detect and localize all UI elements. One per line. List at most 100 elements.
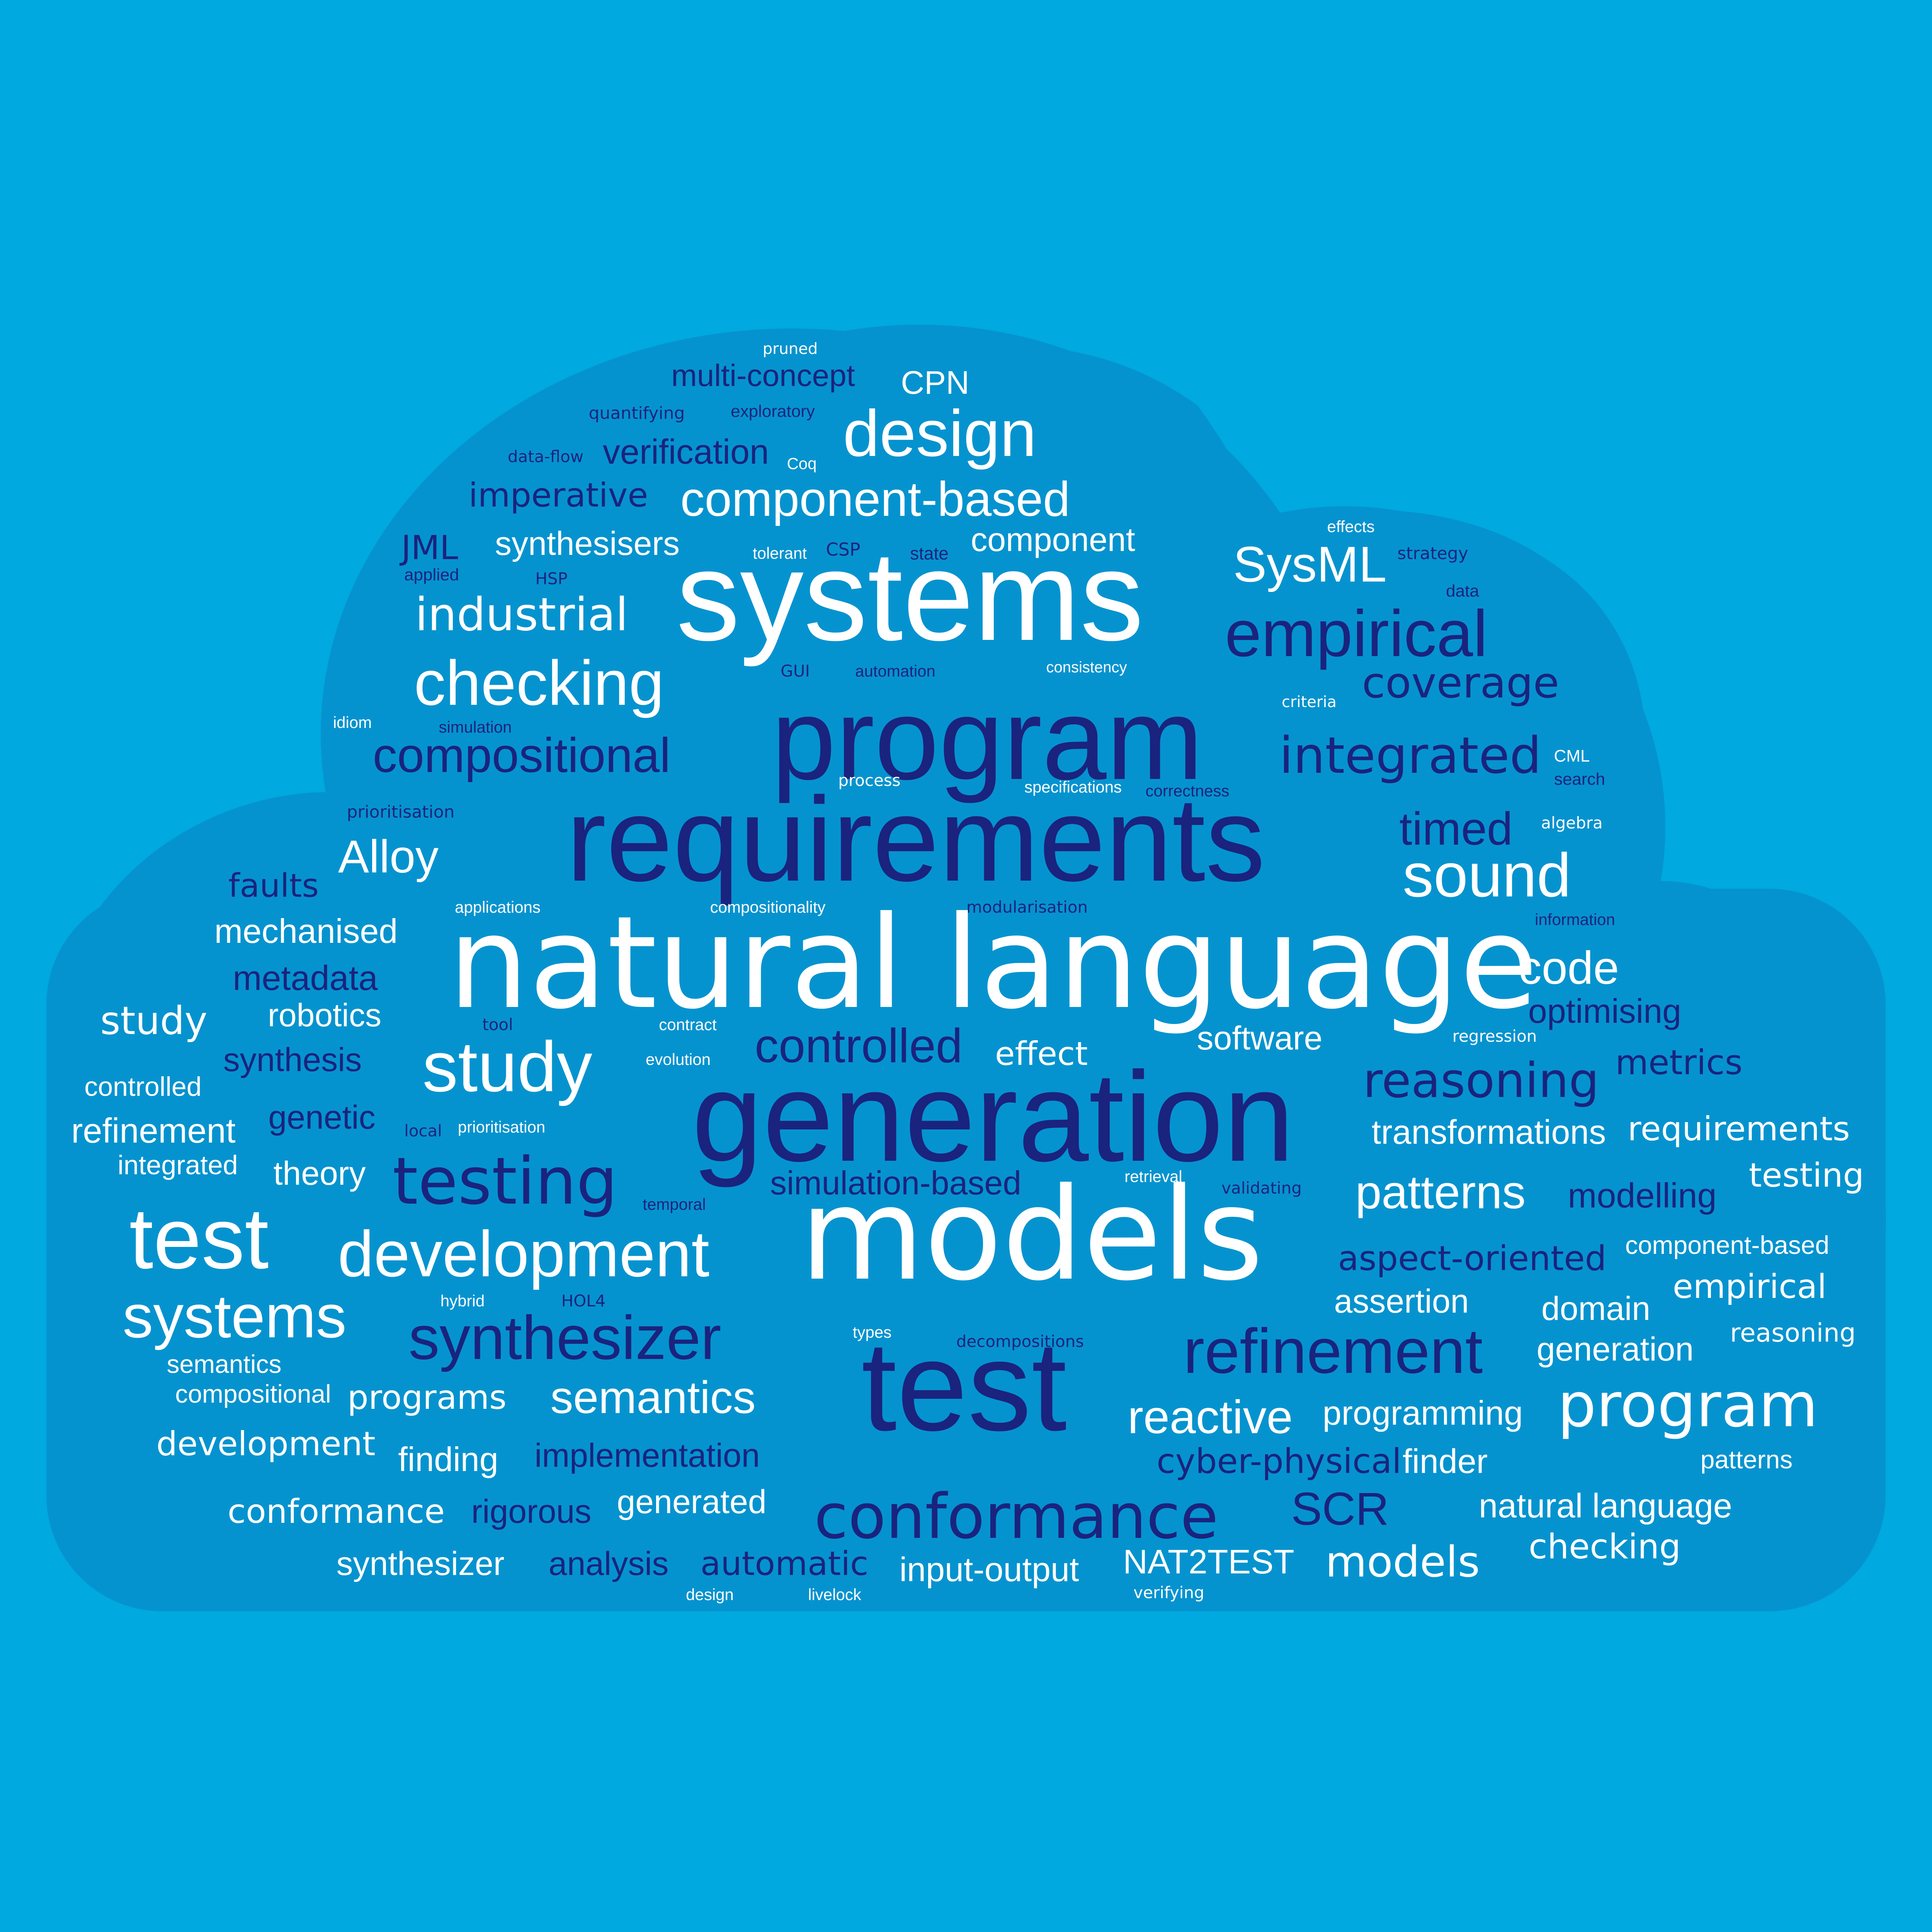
word-evolution: evolution (645, 1050, 711, 1068)
word-optimising: optimising (1528, 992, 1682, 1030)
word-validating: validating (1221, 1179, 1302, 1197)
word-patterns: patterns (1700, 1445, 1793, 1474)
word-test: test (861, 1315, 1067, 1457)
word-cml: CML (1554, 747, 1590, 765)
word-types: types (852, 1323, 892, 1341)
word-refinement: refinement (71, 1112, 236, 1150)
word-pruned: pruned (762, 340, 818, 358)
word-algebra: algebra (1541, 813, 1603, 832)
word-gui: GUI (781, 662, 810, 680)
word-csp: CSP (826, 539, 861, 560)
word-sound: sound (1403, 840, 1571, 910)
word-finder: finder (1402, 1442, 1488, 1480)
word-generated: generated (617, 1483, 767, 1520)
word-livelock: livelock (808, 1585, 861, 1604)
word-program: program (771, 674, 1203, 804)
word-programming: programming (1322, 1394, 1523, 1432)
word-jml: JML (401, 529, 458, 567)
word-cyber-physical: cyber-physical (1156, 1441, 1401, 1481)
word-timed: timed (1399, 803, 1513, 855)
word-data-flow: data-flow (507, 447, 584, 466)
word-specifications: specifications (1024, 778, 1122, 796)
word-empirical: empirical (1225, 597, 1488, 670)
word-criteria: criteria (1282, 693, 1337, 711)
word-refinement: refinement (1183, 1316, 1483, 1386)
word-quantifying: quantifying (588, 403, 685, 423)
word-data: data (1446, 582, 1479, 600)
word-analysis: analysis (548, 1545, 669, 1582)
word-programs: programs (347, 1378, 507, 1417)
word-hybrid: hybrid (440, 1292, 485, 1310)
word-generation: generation (692, 1045, 1294, 1188)
word-test: test (129, 1190, 269, 1287)
word-imperative: imperative (468, 476, 648, 515)
word-scr: SCR (1291, 1483, 1389, 1535)
word-mechanised: mechanised (214, 912, 398, 950)
word-consistency: consistency (1046, 659, 1127, 676)
word-component-based: component-based (1625, 1231, 1830, 1259)
word-coverage: coverage (1362, 658, 1560, 707)
word-hol4: HOL4 (561, 1291, 606, 1310)
word-temporal: temporal (643, 1195, 706, 1213)
word-development: development (338, 1218, 709, 1290)
word-contract: contract (659, 1015, 717, 1034)
word-tolerant: tolerant (752, 544, 807, 562)
word-industrial: industrial (415, 588, 628, 641)
word-generation: generation (1536, 1331, 1694, 1368)
cloud-body (46, 889, 1886, 1611)
word-compositional: compositional (372, 728, 671, 782)
word-search: search (1554, 770, 1605, 789)
word-domain: domain (1541, 1290, 1651, 1327)
word-exploratory: exploratory (731, 402, 815, 421)
word-transformations: transformations (1371, 1113, 1606, 1151)
word-effects: effects (1327, 517, 1375, 536)
word-modelling: modelling (1568, 1177, 1717, 1215)
word-synthesis: synthesis (223, 1041, 362, 1078)
word-simulation-based: simulation-based (770, 1165, 1022, 1202)
word-local: local (404, 1121, 442, 1140)
word-software: software (1197, 1020, 1323, 1057)
word-controlled: controlled (755, 1019, 963, 1073)
word-component-based: component-based (680, 472, 1070, 526)
word-effect: effect (995, 1035, 1088, 1073)
word-development: development (156, 1425, 376, 1463)
word-prioritisation: prioritisation (347, 802, 455, 822)
word-conformance: conformance (814, 1480, 1219, 1553)
word-reactive: reactive (1128, 1391, 1293, 1443)
word-compositional: compositional (175, 1379, 331, 1408)
word-assertion: assertion (1334, 1283, 1469, 1320)
word-models: models (800, 1160, 1264, 1309)
word-program: program (1557, 1370, 1818, 1441)
word-systems: systems (122, 1282, 347, 1350)
word-component: component (971, 521, 1135, 558)
word-modularisation: modularisation (966, 898, 1088, 917)
word-natural-language: natural language (448, 889, 1538, 1037)
word-checking: checking (1529, 1527, 1681, 1566)
word-reasoning: reasoning (1363, 1053, 1599, 1109)
word-metrics: metrics (1615, 1043, 1743, 1082)
word-natural-language: natural language (1479, 1486, 1732, 1525)
word-implementation: implementation (534, 1437, 760, 1474)
word-compositionality: compositionality (710, 898, 826, 916)
word-state: state (910, 543, 949, 563)
word-process: process (838, 771, 901, 790)
word-idiom: idiom (333, 713, 372, 731)
word-faults: faults (228, 867, 319, 905)
word-cpn: CPN (901, 364, 969, 401)
word-genetic: genetic (268, 1099, 376, 1136)
word-testing: testing (1748, 1156, 1864, 1195)
word-code: code (1518, 942, 1619, 994)
word-study: study (422, 1027, 592, 1106)
word-requirements: requirements (1628, 1110, 1850, 1148)
word-automation: automation (855, 662, 935, 680)
word-prioritisation: prioritisation (457, 1118, 546, 1136)
word-retrieval: retrieval (1124, 1167, 1182, 1185)
word-multi-concept: multi-concept (671, 358, 855, 393)
word-decompositions: decompositions (956, 1332, 1084, 1351)
word-rigorous: rigorous (471, 1493, 592, 1530)
word-input-output: input-output (899, 1550, 1079, 1588)
word-information: information (1535, 910, 1615, 929)
word-metadata: metadata (233, 959, 378, 998)
word-empirical: empirical (1672, 1267, 1827, 1306)
